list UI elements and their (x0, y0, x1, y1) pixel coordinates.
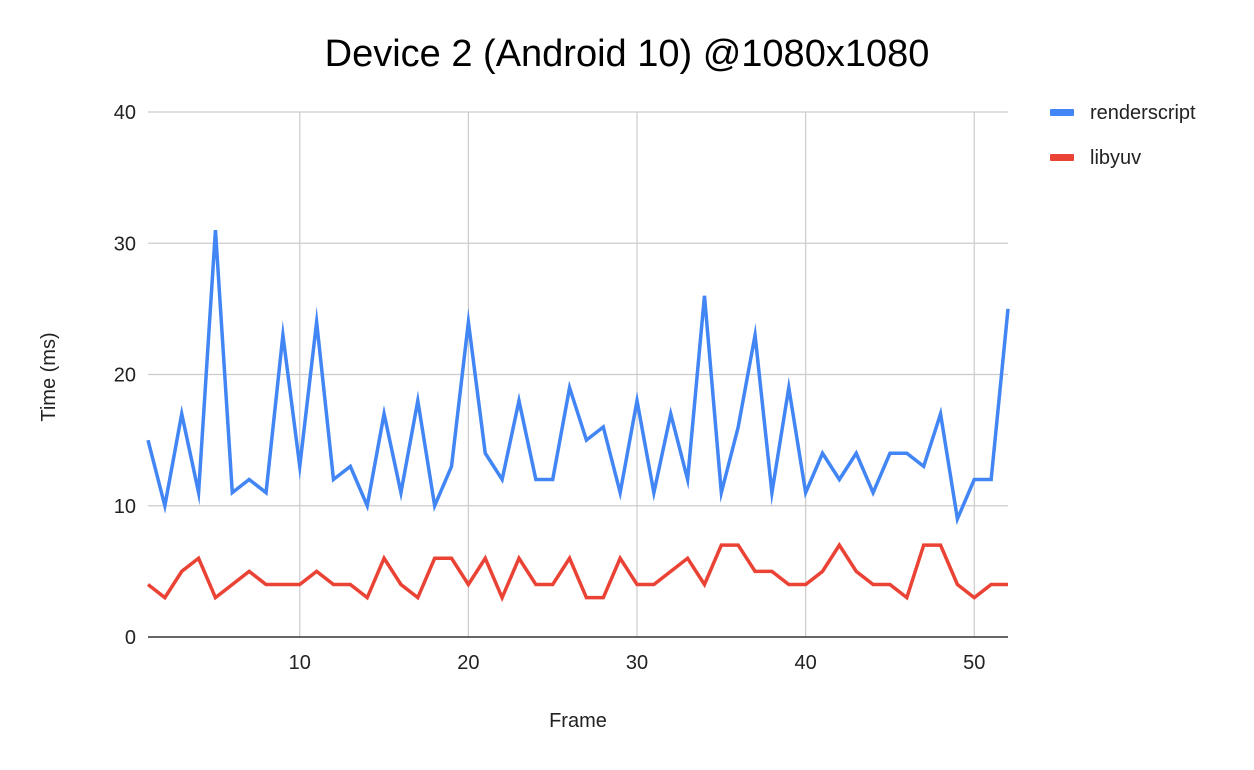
series-lines (146, 230, 1010, 603)
x-axis-ticks: 10 20 30 40 50 (289, 652, 986, 674)
legend-label-renderscript: renderscript (1090, 102, 1196, 124)
x-tick-label: 30 (626, 652, 648, 674)
series-line-renderscript (146, 230, 1010, 526)
x-tick-label: 50 (963, 652, 985, 674)
y-tick-label: 10 (114, 496, 136, 518)
y-tick-label: 20 (114, 365, 136, 387)
legend: renderscript libyuv (1050, 102, 1196, 169)
x-tick-label: 20 (457, 652, 479, 674)
chart-title: Device 2 (Android 10) @1080x1080 (325, 33, 930, 75)
grid (148, 111, 1008, 637)
legend-label-libyuv: libyuv (1090, 147, 1141, 169)
x-axis-title: Frame (549, 710, 607, 732)
x-tick-label: 40 (795, 652, 817, 674)
y-axis-title: Time (ms) (38, 332, 60, 421)
y-tick-label: 0 (125, 627, 136, 649)
y-tick-label: 30 (114, 233, 136, 255)
y-axis-ticks: 0 10 20 30 40 (114, 102, 136, 649)
legend-swatch-libyuv (1050, 154, 1074, 161)
x-tick-label: 10 (289, 652, 311, 674)
series-line-libyuv (146, 541, 1008, 603)
y-tick-label: 40 (114, 102, 136, 124)
legend-swatch-renderscript (1050, 109, 1074, 116)
